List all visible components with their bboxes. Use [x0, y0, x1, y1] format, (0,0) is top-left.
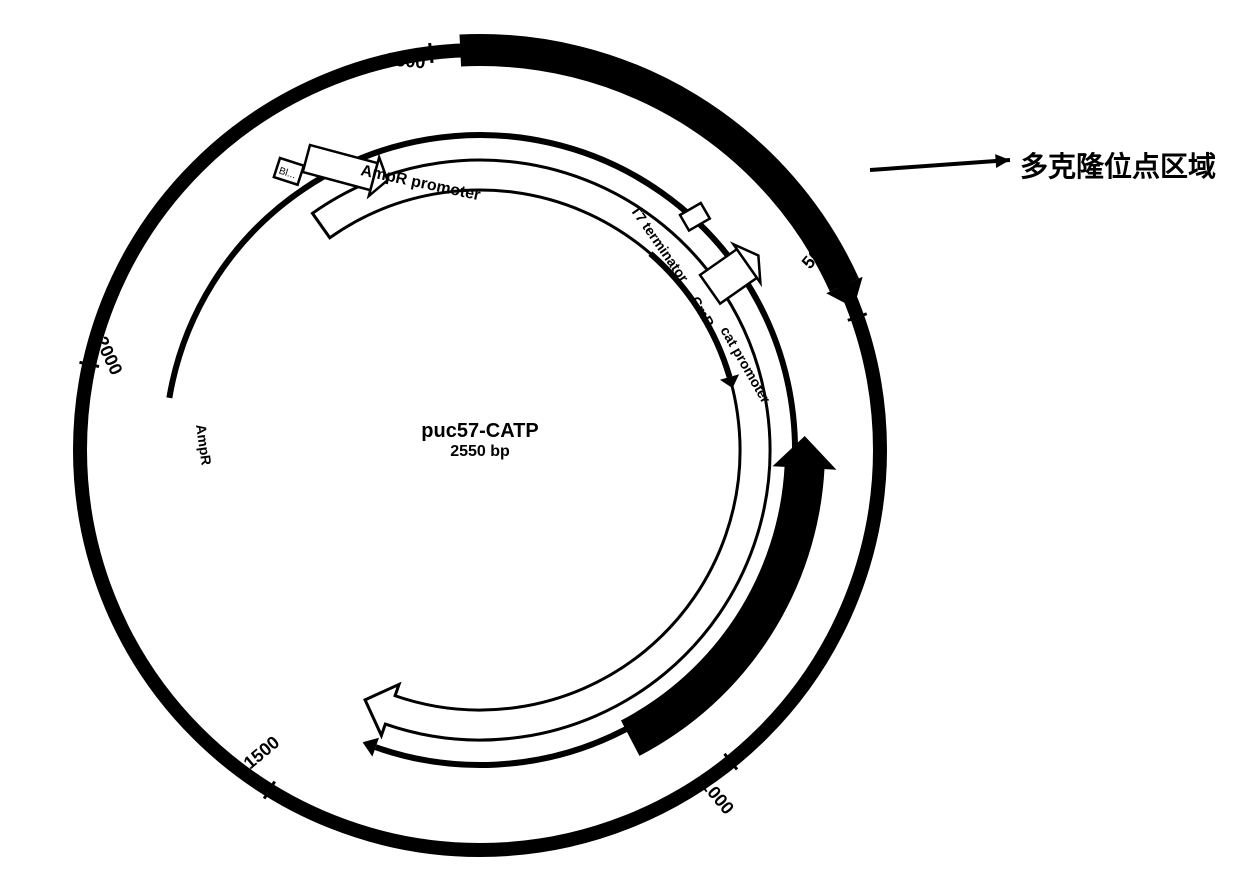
bp-tick-label: 2500 [385, 49, 427, 72]
bp-tick-label: 1500 [240, 732, 284, 773]
feature-label: AmpR [193, 423, 215, 466]
plasmid-svg: 5001000150020002500Bl...AmpR promoterAmp… [0, 0, 1239, 893]
plasmid-diagram: 5001000150020002500Bl...AmpR promoterAmp… [0, 0, 1239, 893]
mcs-external-label: 多克隆位点区域 [1020, 145, 1216, 185]
plasmid-center-label: puc57-CATP 2550 bp [395, 420, 565, 461]
plasmid-name: puc57-CATP [395, 420, 565, 443]
plasmid-size: 2550 bp [395, 443, 565, 461]
external-annotation-line [870, 160, 1010, 170]
bp-tick-label: 1000 [697, 775, 738, 819]
bla-box: Bl... [274, 158, 304, 185]
external-annotation-arrowhead [995, 154, 1010, 168]
